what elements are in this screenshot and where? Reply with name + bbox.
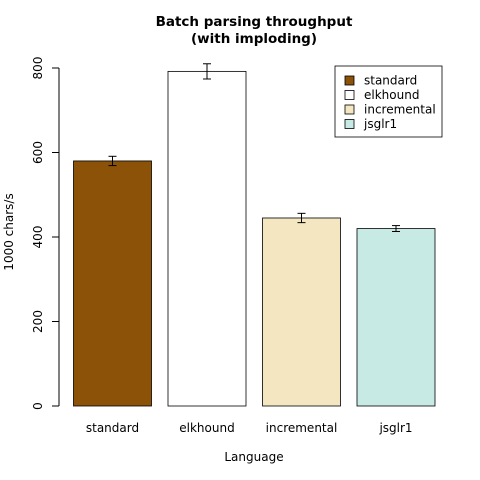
y-tick-label-400: 400	[31, 226, 45, 249]
x-tick-label-jsglr1: jsglr1	[378, 421, 412, 435]
y-tick-label-800: 800	[31, 57, 45, 80]
y-axis-label: 1000 chars/s	[2, 193, 16, 270]
chart-title-line-1: Batch parsing throughput	[156, 14, 353, 30]
bar-jsglr1	[356, 228, 436, 407]
x-tick-label-incremental: incremental	[266, 421, 338, 435]
legend-swatch-standard	[344, 75, 355, 86]
x-tick-label-elkhound: elkhound	[179, 421, 234, 435]
bar-incremental	[262, 217, 341, 407]
legend-label-incremental: incremental	[364, 103, 436, 117]
legend-label-jsglr1: jsglr1	[363, 117, 397, 131]
y-tick-label-0: 0	[31, 402, 45, 410]
error-bars-group	[108, 63, 400, 233]
bar-standard	[73, 160, 152, 407]
y-ticks-group: 0 200 400 600 800	[31, 57, 59, 410]
legend-swatch-incremental	[344, 104, 355, 115]
y-tick-label-200: 200	[31, 310, 45, 333]
x-tick-labels-group: standard elkhound incremental jsglr1	[86, 421, 413, 435]
legend-swatch-elkhound	[344, 90, 355, 100]
x-axis-label: Language	[224, 450, 283, 464]
chart-title-line-2: (with imploding)	[191, 31, 317, 47]
legend-label-elkhound: elkhound	[364, 88, 419, 102]
x-tick-label-standard: standard	[86, 421, 139, 435]
y-tick-label-600: 600	[31, 141, 45, 164]
legend-swatch-jsglr1	[344, 119, 355, 129]
legend-label-standard: standard	[364, 74, 417, 88]
bar-elkhound	[167, 70, 247, 407]
